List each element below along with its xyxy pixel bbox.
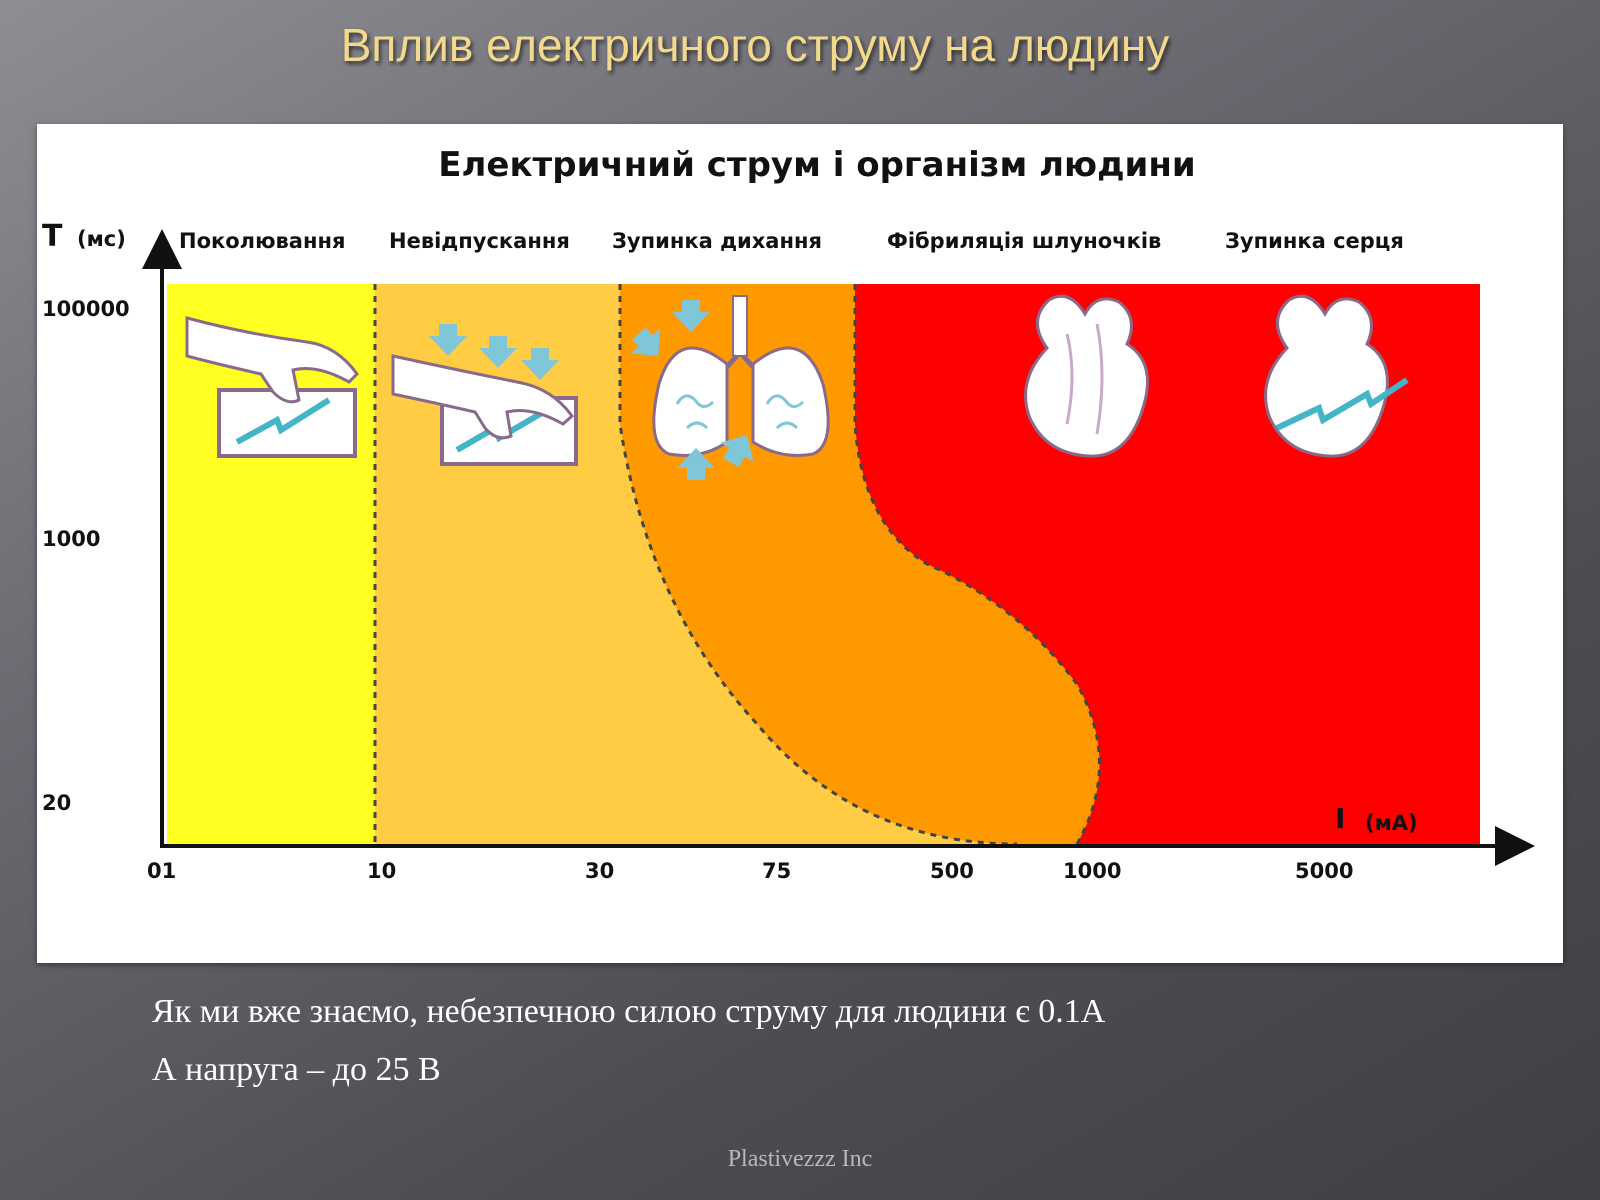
zone-label-breath-stop: Зупинка дихання <box>612 229 822 253</box>
x-tick-label: 500 <box>930 859 974 883</box>
boundary-fibrillation <box>853 284 1101 845</box>
slide-title: Вплив електричного струму на людину <box>340 19 1170 71</box>
heart-shock-icon <box>1264 294 1409 458</box>
body-line-voltage: А напруга – до 25 В <box>152 1051 441 1088</box>
figure-panel: Електричний струм і організм людини Поко… <box>37 124 1563 963</box>
x-tick-label: 10 <box>367 859 396 883</box>
zone-label-tingling: Поколювання <box>179 229 345 253</box>
y-tick-label: 20 <box>42 791 71 815</box>
y-tick-label: 1000 <box>42 527 100 551</box>
heart-icon <box>1024 294 1149 458</box>
boundary-breath <box>618 284 1018 846</box>
x-axis-letter: I <box>1335 802 1345 835</box>
zone-label-cardiac-arrest: Зупинка серця <box>1225 229 1404 253</box>
y-tick-label: 100000 <box>42 297 130 321</box>
zone-label-fibrillation: Фібриляція шлуночків <box>887 229 1161 253</box>
body-text: Як ми вже знаємо, небезпечною силою стру… <box>152 983 1452 1099</box>
hand-shock-icon <box>185 316 359 458</box>
x-tick-label: 30 <box>585 859 614 883</box>
body-line-danger-current: Як ми вже знаємо, небезпечною силою стру… <box>152 993 1106 1030</box>
x-tick-label: 75 <box>762 859 791 883</box>
y-axis-letter: T <box>42 219 63 254</box>
x-tick-label: 01 <box>147 859 176 883</box>
x-tick-label: 1000 <box>1063 859 1121 883</box>
x-axis-unit: (мА) <box>1365 811 1418 835</box>
zone-label-non-release: Невідпускання <box>389 229 570 253</box>
lungs-icon <box>630 295 830 480</box>
figure-title: Електричний струм і організм людини <box>438 145 1195 185</box>
y-axis-unit: (мс) <box>77 227 126 251</box>
footer-credit: Plastivezzz Inc <box>727 1146 873 1172</box>
x-tick-label: 5000 <box>1295 859 1353 883</box>
current-effects-diagram: Електричний струм і організм людини Поко… <box>42 145 1535 883</box>
hand-grip-shock-icon <box>391 324 578 466</box>
